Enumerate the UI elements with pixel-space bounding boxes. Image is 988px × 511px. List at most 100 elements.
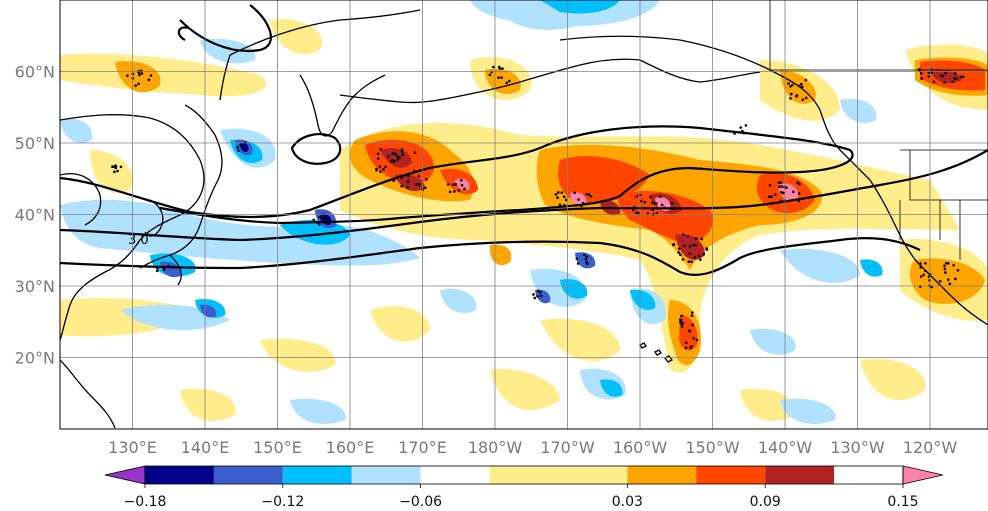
significance-dot [395,176,399,179]
significance-dot [787,82,790,85]
significance-dot [670,202,674,205]
significance-dot [659,195,662,199]
significance-dot [488,73,492,77]
colorbar-segment [627,466,697,484]
significance-dot [413,169,416,173]
contour-label: 3.0 [128,233,149,248]
north-america-coastline [869,179,988,326]
significance-dot [946,278,950,281]
longitude-label: 180°W [468,438,523,457]
significance-dot [401,153,404,157]
significance-dot [801,98,805,101]
significance-dot [562,203,566,207]
significance-dot [700,237,704,241]
significance-dot [533,296,537,300]
significance-dot [951,80,954,84]
significance-dot [779,181,783,184]
significance-dot [655,211,659,215]
significance-dot [680,314,683,318]
significance-dot [671,207,675,210]
map-frame [59,0,988,430]
significance-dot [671,243,675,247]
significance-dot [378,165,382,168]
significance-dot [923,269,927,273]
significance-dot [582,253,586,257]
significance-dot [767,195,771,199]
significance-dot [316,221,320,225]
significance-dot [635,195,638,198]
significance-dot [954,277,957,281]
significance-dot [312,218,316,222]
significance-dot [156,266,159,270]
significance-dot [684,341,688,344]
significance-dot [733,132,736,135]
colorbar-segment [282,466,352,484]
significance-dot [955,77,958,81]
significance-dot [536,295,539,298]
colorbar-tick-label: −0.18 [124,494,167,510]
significance-dot [421,188,425,191]
significance-dot [693,255,697,259]
significance-dot [919,275,923,278]
significance-dot [695,338,699,342]
significance-dot [114,166,118,170]
significance-dot [140,72,144,75]
significance-dot [244,149,247,152]
colorbar-extend-min [104,465,146,485]
significance-dot [680,325,684,328]
longitude-label: 170°W [540,438,595,457]
latitude-label: 30°N [15,277,55,296]
significance-dot [919,71,923,75]
significance-dot [492,65,495,69]
significance-dot [587,193,591,196]
contour-south [60,237,921,276]
significance-dot [417,174,421,178]
significance-dot [780,185,783,188]
significance-dot [415,183,418,186]
colorbar-tick-label: −0.06 [399,494,442,510]
significance-dot [789,84,792,88]
significance-dot [497,76,500,80]
significance-dot [147,78,151,82]
significance-dot [686,234,690,238]
longitude-label: 160°W [613,438,668,457]
significance-dot [690,314,694,318]
significance-dot [395,154,399,158]
contour-hook [177,26,189,41]
significance-dot [687,260,691,264]
contour-loop-kamchatka [290,133,342,165]
significance-dot [789,92,793,96]
significance-dot [780,190,783,194]
significance-dot [770,195,773,198]
kamchatka-coastline [219,9,421,137]
significance-dot [639,199,643,203]
significance-dot [581,201,585,205]
longitude-label: 150°W [685,438,740,457]
significance-dot [785,186,788,189]
significance-dot [114,164,117,167]
longitude-label: 140°E [181,438,230,457]
significance-dot [320,217,324,221]
significance-dot [375,168,378,172]
significance-dot [739,126,743,129]
significance-dot [554,193,558,196]
colorbar-tick-label: 0.09 [750,494,781,510]
significance-dot [688,245,692,248]
significance-dot [918,285,922,288]
significance-dot [111,165,114,168]
significance-dot [400,148,404,152]
longitude-labels: 130°E 140°E 150°E 160°E 170°E 180°W 170°W 160°W… [108,438,957,457]
significance-dot [683,244,686,247]
significance-dot [400,176,403,180]
significance-dot [501,67,504,70]
significance-dot [235,146,239,149]
significance-dot [795,94,798,98]
significance-dot [113,170,116,174]
significance-dot [564,198,568,202]
significance-dot [742,131,746,135]
significance-dot [562,195,566,199]
contour-north [60,125,854,225]
climatology-contours [60,4,988,276]
significance-dot [392,152,396,155]
significance-dot [560,191,564,194]
